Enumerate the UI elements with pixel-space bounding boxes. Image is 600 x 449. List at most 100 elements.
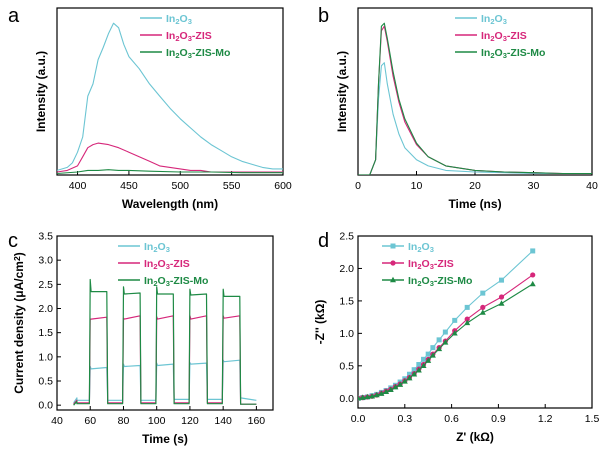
x-tick-label: 80 [118, 415, 130, 427]
panel-c-chart: c 40 60 80 100 120 140 160 0.0 0.5 1.0 1.5 2.0 2.5 3.0… [8, 230, 274, 446]
series-group [358, 248, 536, 401]
x-tick-label: 0.9 [491, 413, 506, 425]
legend-label: In2O3 [408, 241, 434, 254]
x-tick-label: 140 [214, 415, 232, 427]
legend-label: In2O3-ZIS-Mo [144, 275, 208, 288]
panel-a-chart: a 400 450 500 550 600 Wavelength (nm) Intensity… [8, 5, 292, 211]
x-tick-label: 100 [148, 415, 166, 427]
y-axis-label: Current density (μA/cm2) [12, 252, 26, 394]
y-axis-label: Intensity (a.u.) [34, 51, 48, 132]
data-point [425, 351, 431, 357]
y-tick-label: 0.0 [38, 400, 53, 412]
data-point [406, 371, 412, 377]
data-point [411, 367, 417, 373]
x-tick-label: 40 [586, 180, 598, 192]
x-axis-label: Wavelength (nm) [122, 197, 218, 211]
data-point [464, 316, 470, 322]
x-tick-label: 0.0 [351, 413, 366, 425]
y-tick-label: 1.5 [339, 295, 354, 307]
panel-letter: d [318, 230, 329, 252]
legend-label: In2O3 [481, 13, 507, 26]
data-point [530, 272, 536, 278]
data-point [430, 345, 436, 351]
series-line-3 [358, 22, 592, 175]
panel-letter: c [8, 230, 18, 252]
x-tick-label: 60 [84, 415, 96, 427]
series-line-3 [57, 169, 283, 175]
x-axis-label: Time (s) [142, 432, 188, 446]
data-point [421, 356, 427, 362]
y-tick-label: 2.5 [38, 279, 53, 291]
x-tick-label: 400 [69, 180, 87, 192]
plot-frame [56, 7, 284, 176]
legend-label: In2O3-ZIS-Mo [166, 47, 230, 60]
x-tick-label: 10 [411, 180, 423, 192]
legend-label: In2O3 [166, 13, 192, 26]
x-tick-label: 0.3 [397, 413, 412, 425]
panel-d-chart: d 0.0 0.3 0.6 0.9 1.2 1.5 0.0 0.5 1.0 1.5 2.0 2.5 Z' … [313, 230, 599, 444]
y-tick-label: 2.0 [339, 263, 354, 275]
data-point [392, 384, 399, 390]
x-axis-label: Time (ns) [448, 197, 501, 211]
series-line-1 [57, 22, 283, 171]
plot-frame [357, 235, 593, 409]
data-point [364, 393, 371, 400]
x-tick-label: 160 [248, 415, 266, 427]
legend-label: In2O3-ZIS-Mo [408, 275, 472, 288]
data-point [498, 300, 505, 306]
data-point [358, 395, 361, 401]
data-point [464, 319, 471, 326]
data-point [401, 378, 408, 384]
legend-label: In2O3-ZIS [144, 258, 190, 271]
panel-letter: b [318, 5, 329, 27]
x-tick-label: 1.2 [538, 413, 553, 425]
data-point [373, 391, 380, 398]
y-tick-label: 1.0 [38, 351, 53, 363]
y-tick-label: 0.5 [339, 360, 354, 372]
y-axis-label: Intensity (a.u.) [335, 51, 349, 132]
data-point [479, 309, 486, 315]
data-point [369, 393, 376, 399]
panel-b-chart: b 0 10 20 30 40 Time (ns) Intensity (a.u.) In2O3… [318, 5, 598, 211]
x-tick-label: 450 [120, 180, 138, 192]
data-point [397, 381, 404, 387]
x-axis-label: Z' (kΩ) [456, 430, 494, 444]
data-point [442, 329, 448, 335]
data-point [378, 390, 385, 396]
data-point [442, 339, 449, 345]
x-tick-label: 550 [223, 180, 241, 192]
series-line-3 [73, 278, 257, 406]
data-point [416, 362, 422, 368]
legend-label: In2O3-ZIS [481, 30, 527, 43]
y-tick-label: 3.0 [38, 255, 53, 267]
legend-marker [390, 276, 396, 283]
data-point [420, 362, 427, 369]
data-point [359, 394, 366, 400]
data-point [498, 294, 505, 300]
data-point [415, 367, 422, 373]
data-point [464, 304, 470, 310]
data-point [499, 277, 505, 283]
x-tick-label: 30 [528, 180, 540, 192]
x-tick-label: 0 [355, 180, 361, 192]
legend-label: In2O3-ZIS [166, 30, 212, 43]
data-point [530, 248, 536, 254]
series-group [57, 22, 283, 175]
x-tick-label: 1.5 [585, 413, 600, 425]
series-group [358, 22, 592, 175]
data-point [452, 317, 458, 323]
legend-label: In2O3-ZIS-Mo [481, 47, 545, 60]
y-tick-label: 3.5 [38, 231, 53, 243]
data-point [387, 386, 394, 393]
data-point [406, 374, 413, 381]
x-tick-label: 40 [51, 415, 63, 427]
data-point [436, 345, 443, 352]
data-point [436, 337, 442, 343]
y-tick-label: 1.5 [38, 327, 53, 339]
legend-label: In2O3-ZIS [408, 258, 454, 271]
data-point [451, 330, 458, 336]
y-axis-label: -Z'' (kΩ) [313, 300, 327, 345]
plot-frame [56, 235, 274, 411]
y-tick-label: 0.0 [339, 393, 354, 405]
y-tick-label: 2.5 [339, 231, 354, 243]
